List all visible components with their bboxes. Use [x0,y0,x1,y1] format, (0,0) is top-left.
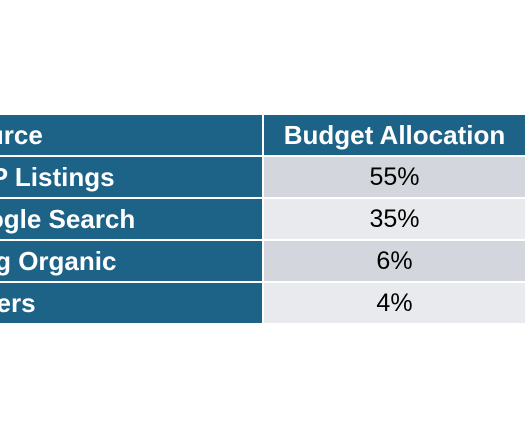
table-row: BP Listings 55% [0,155,525,198]
budget-allocation-table: ource Budget Allocation BP Listings 55% … [0,115,525,323]
row-label: ing Organic [0,239,263,282]
row-value: 6% [262,239,525,282]
table-header-row: ource Budget Allocation [0,115,525,157]
row-value: 4% [262,281,525,323]
table-row: thers 4% [0,281,525,323]
row-value: 35% [262,197,525,240]
table-row: ing Organic 6% [0,239,525,282]
column-header-source: ource [0,115,263,157]
row-label: thers [0,281,263,323]
row-value: 55% [262,155,525,198]
row-label: BP Listings [0,155,263,198]
row-label: oogle Search [0,197,263,240]
column-header-budget-allocation: Budget Allocation [262,115,525,157]
table-row: oogle Search 35% [0,197,525,240]
